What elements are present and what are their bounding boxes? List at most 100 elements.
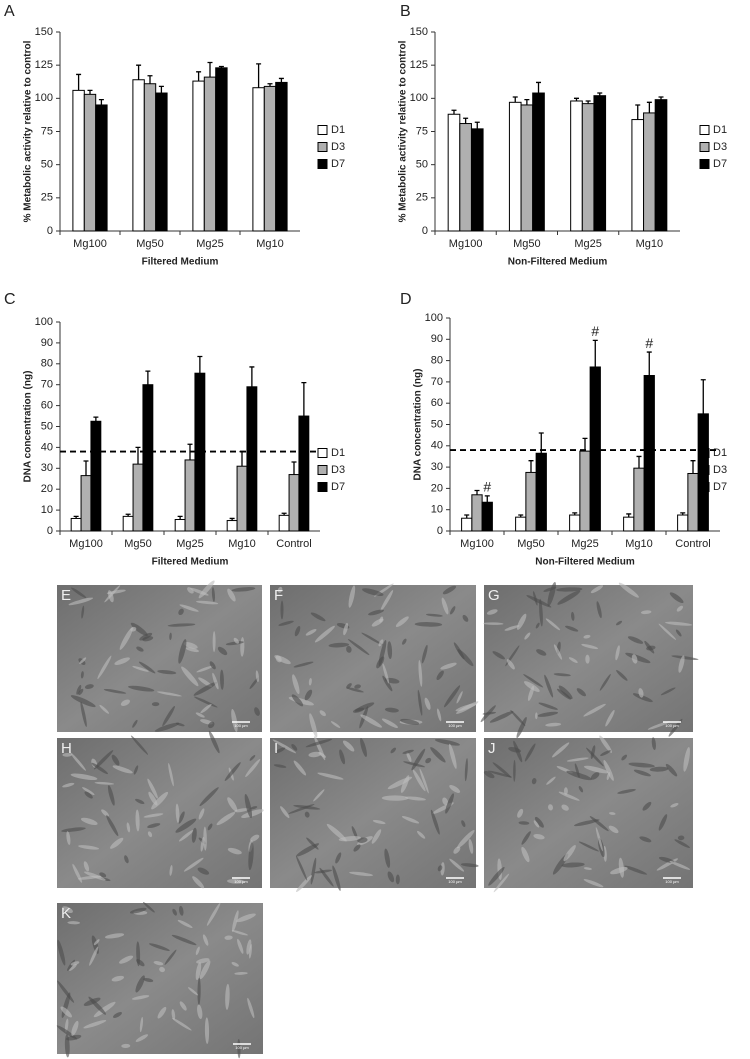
cell xyxy=(644,640,655,654)
bar xyxy=(184,459,196,532)
cell xyxy=(384,707,399,713)
cell xyxy=(633,769,651,777)
x-tick-label: Mg10 xyxy=(625,538,653,550)
cell xyxy=(425,757,432,764)
cell xyxy=(203,826,207,851)
cell xyxy=(143,813,164,818)
cell xyxy=(82,787,95,796)
cell xyxy=(93,939,100,946)
legend-swatch xyxy=(317,482,328,492)
micrograph-image xyxy=(57,903,263,1054)
cell xyxy=(346,687,364,693)
cell xyxy=(118,955,134,964)
cell xyxy=(164,949,177,965)
bar xyxy=(288,474,300,532)
cell xyxy=(195,962,202,981)
cell xyxy=(412,769,426,792)
y-tick-label: 40 xyxy=(41,441,53,453)
cell xyxy=(227,588,236,602)
y-tick-label: 50 xyxy=(41,420,53,432)
cell xyxy=(304,811,310,818)
y-tick-label: 0 xyxy=(47,525,53,537)
cell xyxy=(675,629,682,637)
cell xyxy=(628,762,655,768)
cell xyxy=(295,855,308,881)
cell xyxy=(651,737,656,750)
cell xyxy=(670,803,679,808)
cell xyxy=(368,609,384,616)
cell xyxy=(93,1001,116,1018)
cell xyxy=(207,823,213,831)
micrograph-image xyxy=(57,738,262,888)
cell xyxy=(534,816,544,828)
x-tick-label: Mg10 xyxy=(228,538,256,550)
cell xyxy=(543,586,557,592)
cell xyxy=(483,770,495,779)
cell xyxy=(217,646,228,656)
micrograph: H 100 µm xyxy=(57,730,264,889)
cell xyxy=(132,719,138,728)
legend-label: D3 xyxy=(713,141,727,153)
cell xyxy=(586,747,604,767)
y-tick-label: 10 xyxy=(431,504,443,516)
cell xyxy=(151,791,169,810)
cell xyxy=(671,655,699,661)
cell xyxy=(135,798,145,805)
cell xyxy=(660,687,676,696)
legend-swatch xyxy=(699,142,710,152)
y-tick-label: 25 xyxy=(416,192,428,204)
y-tick-label: 30 xyxy=(431,461,443,473)
cell xyxy=(676,605,684,612)
cell xyxy=(372,820,386,825)
cell xyxy=(621,754,628,761)
cell xyxy=(62,782,75,788)
error-bar xyxy=(463,117,469,124)
cell xyxy=(566,757,589,762)
cell xyxy=(198,580,215,599)
bar xyxy=(263,85,277,232)
y-tick-label: 150 xyxy=(35,26,53,38)
cell xyxy=(103,689,127,694)
cell xyxy=(360,714,383,728)
cell xyxy=(480,705,496,723)
cell xyxy=(583,879,604,888)
bar xyxy=(90,420,102,532)
bar xyxy=(589,366,601,532)
cell xyxy=(249,677,259,689)
y-tick-label: 40 xyxy=(431,440,443,452)
cell xyxy=(464,758,468,782)
bar xyxy=(570,100,583,232)
cell xyxy=(196,665,214,673)
scale-bar-label: 100 µm xyxy=(234,879,248,884)
cell xyxy=(199,787,219,807)
scale-bar-label: 100 µm xyxy=(448,723,462,728)
cell xyxy=(131,995,150,1000)
micrograph-image xyxy=(270,585,476,732)
error-bar xyxy=(76,73,82,91)
bar xyxy=(142,384,154,532)
cell xyxy=(585,654,590,664)
error-bar xyxy=(239,450,245,467)
legend-label: D1 xyxy=(713,447,727,459)
cell xyxy=(453,846,461,854)
cell xyxy=(78,688,84,696)
cell xyxy=(68,597,94,606)
error-bar xyxy=(83,460,89,476)
cell xyxy=(382,675,393,692)
error-bar xyxy=(301,381,307,417)
error-bar xyxy=(536,81,542,94)
legend-label: D3 xyxy=(331,464,345,476)
error-bar xyxy=(87,89,93,95)
cell xyxy=(346,645,352,653)
cell xyxy=(430,747,446,763)
cell xyxy=(339,749,346,765)
cell xyxy=(603,760,614,781)
cell xyxy=(683,747,690,772)
cell xyxy=(172,1017,192,1031)
cell xyxy=(524,632,531,640)
bar xyxy=(215,67,228,232)
cell xyxy=(353,844,361,852)
cell xyxy=(488,866,505,886)
cell xyxy=(456,691,463,704)
cell xyxy=(537,711,559,717)
